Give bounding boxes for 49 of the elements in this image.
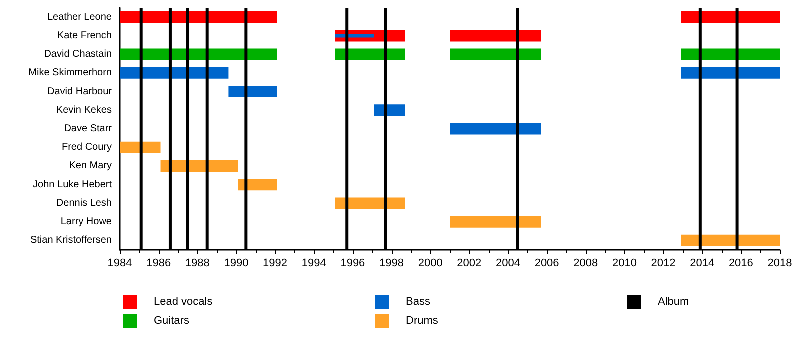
legend-label: Drums	[406, 315, 439, 327]
y-tick-label: Dennis Lesh	[56, 198, 112, 209]
legend-label: Bass	[406, 296, 431, 308]
x-tick-label: 1986	[146, 258, 172, 270]
y-tick-label: Mike Skimmerhorn	[28, 68, 112, 79]
legend-label: Album	[658, 296, 690, 308]
y-tick-label: Dave Starr	[64, 124, 113, 134]
y-tick-label: Fred Coury	[62, 142, 112, 154]
bar	[450, 30, 542, 42]
bar	[681, 234, 780, 246]
y-tick-label: Larry Howe	[60, 216, 112, 228]
x-tick-label: 1996	[340, 258, 366, 270]
x-tick-label: 2012	[651, 258, 676, 270]
x-tick-label: 1998	[380, 258, 404, 270]
x-tick-label: 2004	[496, 258, 520, 270]
x-tick-label: 2002	[457, 258, 482, 270]
bar	[238, 179, 278, 191]
x-tick-label: 2000	[418, 258, 443, 270]
bar	[450, 123, 542, 135]
legend-label: Guitars	[154, 315, 190, 327]
bar	[450, 216, 542, 228]
y-tick-label: Stian Kristoffersen	[30, 235, 112, 246]
y-tick-label: Ken Mary	[69, 160, 112, 172]
x-tick-label: 2010	[612, 258, 637, 270]
x-tick-label: 1988	[185, 258, 210, 270]
x-tick-label: 1992	[263, 258, 288, 270]
x-tick-label: 2006	[534, 258, 560, 270]
bar	[120, 142, 161, 154]
y-tick-label: David Chastain	[44, 49, 112, 60]
legend-label: Lead vocals	[154, 296, 214, 308]
x-tick-label: 1994	[302, 258, 326, 270]
bar	[335, 48, 406, 60]
y-tick-label: Kevin Kekes	[56, 104, 112, 116]
x-tick-label: 1990	[224, 258, 249, 270]
y-tick-label: David Harbour	[48, 86, 113, 98]
bar	[681, 48, 780, 60]
x-tick-label: 2016	[728, 258, 754, 270]
bar	[681, 12, 780, 24]
y-tick-label: Leather Leone	[47, 12, 112, 23]
x-tick-label: 1984	[108, 258, 132, 270]
y-tick-label: John Luke Hebert	[33, 179, 112, 190]
bar	[450, 48, 542, 60]
x-tick-label: 2008	[574, 258, 598, 270]
bar	[228, 86, 278, 98]
x-tick-label: 2014	[690, 258, 715, 270]
y-tick-label: Kate French	[58, 30, 112, 42]
x-tick-label: 2018	[768, 258, 792, 270]
bar	[120, 48, 278, 60]
bar	[335, 198, 406, 210]
